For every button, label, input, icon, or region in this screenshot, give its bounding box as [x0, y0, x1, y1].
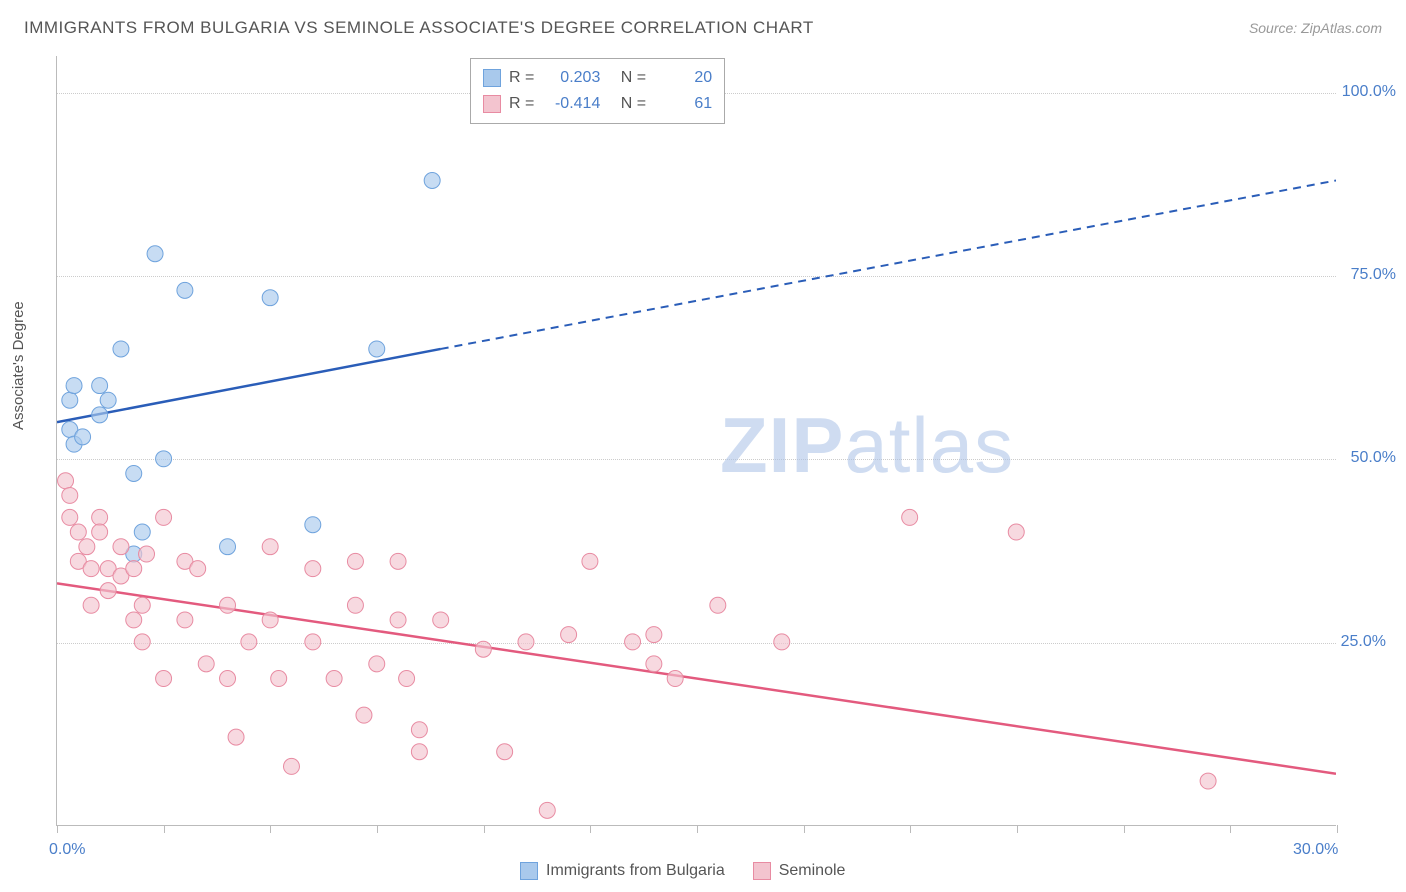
- legend-swatch-seminole: [753, 862, 771, 880]
- x-tick: [1124, 825, 1125, 833]
- y-axis-label: Associate's Degree: [10, 301, 27, 430]
- legend-label-bulgaria: Immigrants from Bulgaria: [546, 862, 725, 880]
- r-value-seminole: -0.414: [542, 95, 600, 113]
- legend-swatch-bulgaria: [520, 862, 538, 880]
- n-value-bulgaria: 20: [654, 69, 712, 87]
- n-value-seminole: 61: [654, 95, 712, 113]
- x-tick: [377, 825, 378, 833]
- legend-item-seminole: Seminole: [753, 862, 846, 880]
- x-tick: [804, 825, 805, 833]
- stats-legend-row-bulgaria: R = 0.203 N = 20: [483, 65, 712, 91]
- x-tick-label-start: 0.0%: [49, 841, 85, 859]
- x-tick: [1230, 825, 1231, 833]
- chart-plot-area: 25.0%50.0%75.0%100.0%0.0%30.0%: [56, 56, 1336, 826]
- y-tick-label: 75.0%: [1351, 266, 1396, 284]
- series-legend: Immigrants from Bulgaria Seminole: [520, 862, 845, 880]
- source-attribution: Source: ZipAtlas.com: [1249, 20, 1382, 36]
- y-tick-label: 25.0%: [1341, 633, 1386, 651]
- legend-swatch-bulgaria: [483, 69, 501, 87]
- legend-item-bulgaria: Immigrants from Bulgaria: [520, 862, 725, 880]
- n-label: N =: [621, 95, 646, 113]
- n-label: N =: [621, 69, 646, 87]
- x-tick: [1337, 825, 1338, 833]
- x-tick: [270, 825, 271, 833]
- x-tick: [57, 825, 58, 833]
- x-tick: [910, 825, 911, 833]
- x-tick: [1017, 825, 1018, 833]
- scatter-plot-svg: [57, 56, 1336, 825]
- x-tick-label-end: 30.0%: [1293, 841, 1338, 859]
- x-tick: [697, 825, 698, 833]
- x-tick: [164, 825, 165, 833]
- y-tick-label: 50.0%: [1351, 449, 1396, 467]
- chart-title: IMMIGRANTS FROM BULGARIA VS SEMINOLE ASS…: [24, 18, 814, 38]
- r-label: R =: [509, 69, 534, 87]
- r-value-bulgaria: 0.203: [542, 69, 600, 87]
- stats-legend: R = 0.203 N = 20 R = -0.414 N = 61: [470, 58, 725, 124]
- y-tick-label: 100.0%: [1342, 83, 1396, 101]
- legend-swatch-seminole: [483, 95, 501, 113]
- x-tick: [590, 825, 591, 833]
- legend-label-seminole: Seminole: [779, 862, 846, 880]
- x-tick: [484, 825, 485, 833]
- r-label: R =: [509, 95, 534, 113]
- stats-legend-row-seminole: R = -0.414 N = 61: [483, 91, 712, 117]
